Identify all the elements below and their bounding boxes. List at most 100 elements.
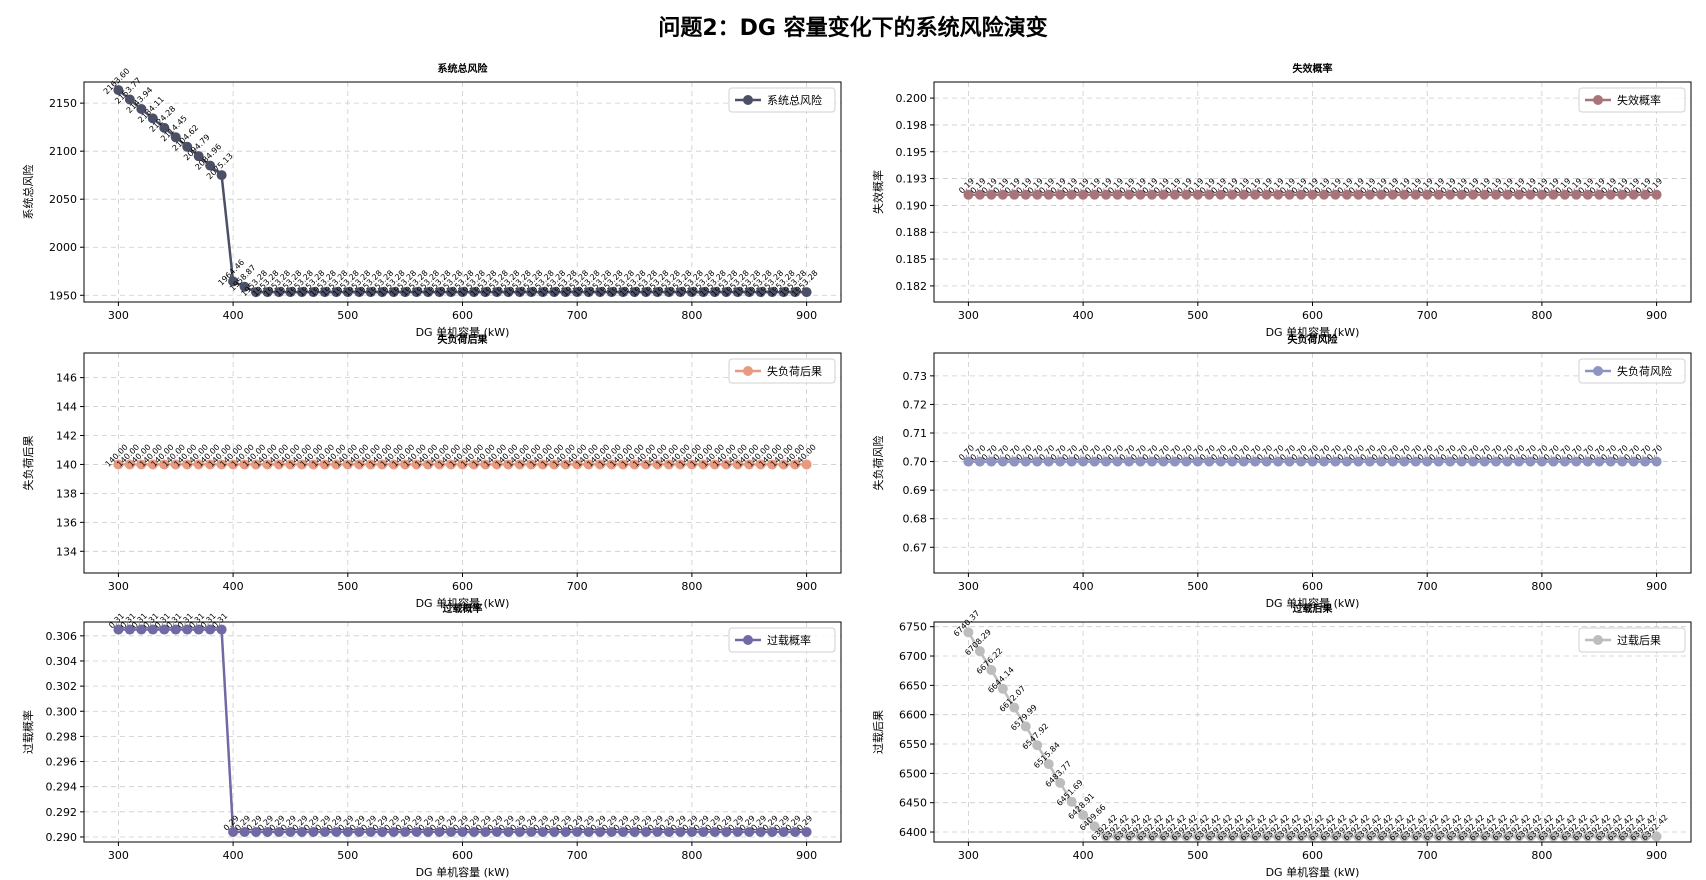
data-point [675,826,686,837]
data-point [411,459,422,470]
data-point [239,826,250,837]
data-point [446,287,457,298]
y-tick-label: 0.68 [903,513,928,526]
y-tick-label: 0.182 [896,280,928,293]
data-point [1605,456,1616,467]
data-point [342,826,353,837]
y-axis-label: 过载概率 [21,710,35,754]
data-point [1307,456,1318,467]
data-point [193,459,204,470]
data-point [273,459,284,470]
data-point [423,287,434,298]
data-point [583,459,594,470]
data-point [1009,702,1020,713]
data-point [354,459,365,470]
data-point [997,189,1008,200]
data-point [1399,456,1410,467]
y-tick-label: 2050 [49,193,77,206]
data-point [652,826,663,837]
data-point [159,624,170,635]
subplot-overp: 300 400 500 600 700 800 900 0.290 0.292 0.294 0.29… [21,602,842,879]
x-tick-label: 300 [958,580,979,593]
x-tick-label: 800 [681,309,702,322]
data-point [767,459,778,470]
data-point [193,624,204,635]
data-point [1055,777,1066,788]
legend-marker [1593,635,1603,645]
data-point [1525,831,1536,842]
data-point [1571,831,1582,842]
data-point [1089,189,1100,200]
y-tick-label: 6450 [899,797,927,810]
legend-label: 失负荷风险 [1617,364,1672,378]
y-axis-label: 过载后果 [872,710,885,754]
data-point [1089,821,1100,832]
data-point [537,287,548,298]
data-point [1456,189,1467,200]
data-point [182,141,193,152]
data-point [629,459,640,470]
data-point [526,826,537,837]
data-point [1146,189,1157,200]
y-tick-label: 142 [56,430,77,443]
data-point [1318,831,1329,842]
data-point [411,287,422,298]
x-tick-label: 700 [1417,580,1438,593]
x-tick-label: 500 [337,580,358,593]
y-tick-label: 6600 [899,709,927,722]
data-point [434,287,445,298]
data-point [319,826,330,837]
data-point [686,287,697,298]
y-tick-label: 136 [56,516,77,529]
data-point [629,287,640,298]
data-point [159,122,170,133]
data-point [641,287,652,298]
data-point [1250,831,1261,842]
data-point [1651,456,1662,467]
data-point [205,459,216,470]
y-tick-label: 0.193 [896,173,928,186]
data-point [1227,831,1238,842]
data-point [1525,189,1536,200]
data-point [1078,810,1089,821]
data-point [136,624,147,635]
data-point [1582,456,1593,467]
data-point [974,189,985,200]
subplot-risk: 300 400 500 600 700 800 900 1950 2000 2050 2100 215… [21,62,842,339]
data-point [296,287,307,298]
data-point [446,459,457,470]
data-point [216,624,227,635]
subplot-fail: 300 400 500 600 700 800 900 0.182 0.185 0.188 0.19… [871,62,1692,339]
data-point [537,459,548,470]
data-point [1353,456,1364,467]
data-point [308,287,319,298]
data-point [755,287,766,298]
y-tick-label: 0.195 [896,146,928,159]
y-tick-label: 134 [56,545,77,558]
data-point [698,826,709,837]
data-point [663,826,674,837]
data-point [526,287,537,298]
data-point [170,459,181,470]
y-tick-label: 0.302 [46,680,78,693]
data-point [1410,189,1421,200]
data-point [285,826,296,837]
data-point [1296,831,1307,842]
data-point [170,132,181,143]
y-tick-label: 2000 [49,241,77,254]
data-point [595,287,606,298]
legend-box [728,627,836,653]
data-point [319,287,330,298]
data-point [963,189,974,200]
legend-marker [743,95,753,105]
data-point [1341,456,1352,467]
y-tick-label: 144 [56,401,77,414]
data-point [1468,456,1479,467]
data-point [1020,189,1031,200]
x-tick-label: 700 [1417,849,1438,862]
data-point [652,287,663,298]
data-point [1043,189,1054,200]
data-point [1123,831,1134,842]
data-point [1502,456,1513,467]
data-point [273,287,284,298]
